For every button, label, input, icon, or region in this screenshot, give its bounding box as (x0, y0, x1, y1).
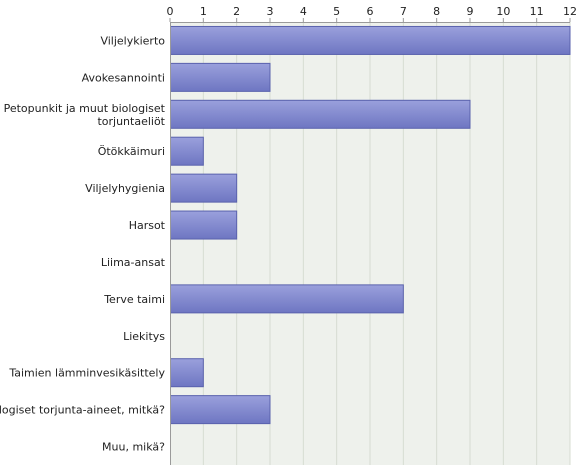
x-tick-label: 9 (467, 5, 474, 18)
category-label: Liima-ansat (101, 256, 166, 269)
x-tick-label: 1 (200, 5, 207, 18)
bars (170, 25, 571, 425)
x-tick-label: 4 (300, 5, 307, 18)
bar (170, 99, 471, 129)
bar (170, 210, 238, 240)
category-label: Liekitys (123, 330, 165, 343)
category-label: Avokesannointi (82, 71, 165, 84)
x-tick-label: 6 (367, 5, 374, 18)
category-label: Viljelykierto (100, 34, 165, 47)
gridlines (202, 22, 571, 465)
x-tick-label: 7 (400, 5, 407, 18)
bar (170, 358, 204, 388)
bar (170, 395, 271, 425)
category-label: Terve taimi (103, 293, 165, 306)
bar (170, 62, 271, 92)
x-tick-label: 0 (167, 5, 174, 18)
bar (170, 25, 571, 55)
category-label: Muu, mikä? (102, 441, 165, 454)
x-tick-label: 11 (530, 5, 544, 18)
bar (170, 173, 238, 203)
x-tick-label: 10 (496, 5, 510, 18)
x-tick-label: 12 (563, 5, 577, 18)
category-label: Petopunkit ja muut biologiset (4, 102, 166, 115)
x-axis-ticks: 0 1 2 3 4 5 6 7 8 9 10 11 12 (167, 5, 577, 22)
x-tick-label: 5 (333, 5, 340, 18)
category-label: Taimien lämminvesikäsittely (8, 367, 165, 380)
x-tick-label: 2 (233, 5, 240, 18)
category-label: Ötökkäimuri (98, 145, 165, 158)
category-labels: Viljelykierto Avokesannointi Petopunkit ja… (0, 34, 166, 453)
x-tick-label: 3 (267, 5, 274, 18)
category-label: Viljelyhygienia (85, 182, 165, 195)
x-tick-label: 8 (433, 5, 440, 18)
category-label: Biologiset torjunta-aineet, mitkä? (0, 404, 165, 417)
bar (170, 284, 404, 314)
category-label: Harsot (129, 219, 166, 232)
bar (170, 136, 204, 166)
category-label: torjuntaeliöt (97, 115, 165, 128)
